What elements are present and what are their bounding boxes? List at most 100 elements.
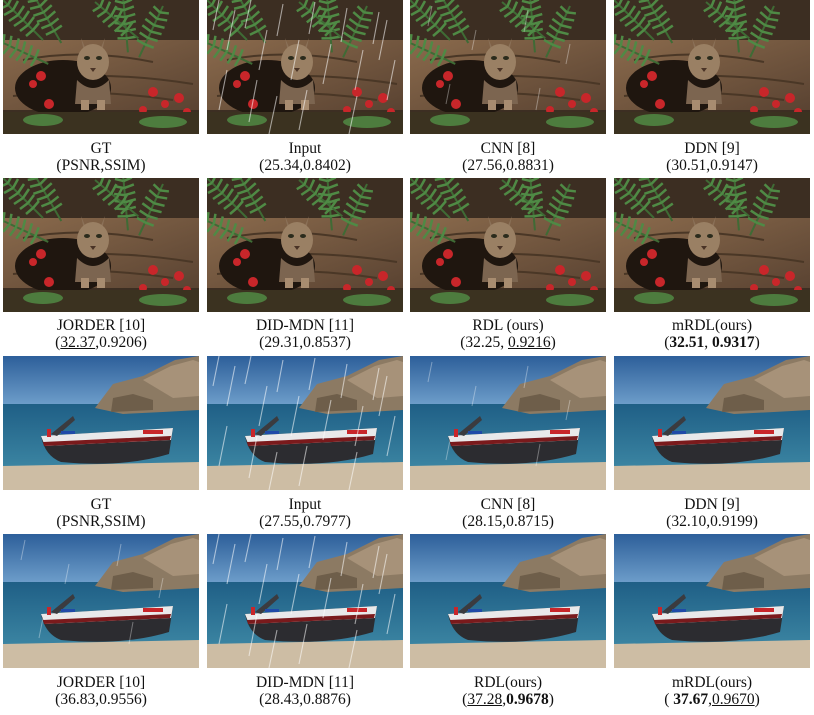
- metric-punct: (: [666, 157, 672, 174]
- boat-scene-image-none-rain: [614, 356, 810, 490]
- metric-punct: ): [345, 691, 351, 708]
- ssim-value: SSIM: [104, 157, 141, 174]
- cat-scene-image-none-rain: [3, 178, 199, 312]
- metric-punct: ): [140, 157, 146, 174]
- metric-punct: (: [55, 334, 61, 351]
- method-name: CNN [8]: [480, 140, 536, 157]
- psnr-value: PSNR: [61, 513, 101, 530]
- ssim-value: 0.9199: [710, 513, 753, 530]
- caption: RDL (ours) (32.25, 0.9216): [410, 317, 606, 351]
- metrics-line: (30.51,0.9147): [614, 157, 810, 174]
- metrics-line: (PSNR,SSIM): [3, 157, 199, 174]
- metric-punct: (: [259, 157, 265, 174]
- metric-punct: ,: [500, 334, 508, 351]
- metrics-line: (27.55,0.7977): [207, 513, 403, 530]
- cat-scene-image-heavy-rain: [207, 0, 403, 134]
- metric-punct: (: [55, 691, 61, 708]
- metrics-line: (32.25, 0.9216): [410, 334, 606, 351]
- metric-punct: ): [345, 157, 351, 174]
- ssim-value: 0.8715: [506, 513, 549, 530]
- metric-punct: ,: [502, 157, 507, 174]
- ssim-value: 0.7977: [303, 513, 346, 530]
- caption: DID-MDN [11] (29.31,0.8537): [207, 317, 403, 351]
- metrics-line: (28.43,0.8876): [207, 691, 403, 708]
- metric-punct: ): [141, 691, 147, 708]
- metric-punct: ): [550, 334, 556, 351]
- psnr-value: 30.51: [671, 157, 707, 174]
- caption: Input (27.55,0.7977): [207, 496, 403, 530]
- metric-punct: ): [140, 513, 146, 530]
- metric-punct: ,: [299, 157, 304, 174]
- metrics-line: (27.56,0.8831): [410, 157, 606, 174]
- ssim-value: 0.8831: [506, 157, 549, 174]
- metric-punct: ,: [299, 513, 304, 530]
- metric-punct: ,: [708, 691, 712, 708]
- metric-punct: (: [462, 157, 468, 174]
- metric-punct: (: [259, 334, 265, 351]
- caption: CNN [8] (28.15,0.8715): [410, 496, 606, 530]
- metric-punct: ,: [95, 691, 100, 708]
- ssim-value: 0.8876: [303, 691, 346, 708]
- metric-punct: (: [56, 513, 62, 530]
- metric-punct: (: [259, 691, 265, 708]
- ssim-value: 0.9206: [99, 334, 142, 351]
- psnr-value: 27.56: [467, 157, 503, 174]
- caption: Input (25.34,0.8402): [207, 140, 403, 174]
- caption: mRDL(ours) (32.51, 0.9317): [614, 317, 810, 351]
- metric-punct: (: [664, 691, 674, 708]
- metric-punct: ,: [100, 157, 105, 174]
- caption: JORDER [10] (32.37,0.9206): [3, 317, 199, 351]
- ssim-value: SSIM: [104, 513, 141, 530]
- psnr-value: 28.15: [467, 513, 503, 530]
- method-name: GT: [90, 496, 112, 513]
- ssim-value: 0.9678: [506, 691, 549, 708]
- metric-punct: ): [141, 334, 147, 351]
- caption: RDL(ours) (37.28,0.9678): [410, 674, 606, 708]
- metrics-line: (PSNR,SSIM): [3, 513, 199, 530]
- metric-punct: ): [752, 157, 758, 174]
- ssim-value: 0.9670: [712, 691, 755, 708]
- psnr-value: PSNR: [61, 157, 101, 174]
- caption: DDN [9] (32.10,0.9199): [614, 496, 810, 530]
- metric-punct: ,: [706, 157, 711, 174]
- metric-punct: ): [345, 334, 351, 351]
- caption: DID-MDN [11] (28.43,0.8876): [207, 674, 403, 708]
- method-name: Input: [288, 140, 322, 157]
- metrics-line: ( 37.67,0.9670): [614, 691, 810, 708]
- method-name: DID-MDN [11]: [255, 674, 354, 691]
- method-name: RDL (ours): [472, 317, 544, 334]
- metrics-line: (36.83,0.9556): [3, 691, 199, 708]
- ssim-value: 0.9147: [710, 157, 753, 174]
- boat-scene-image-light-rain: [410, 356, 606, 490]
- metrics-line: (29.31,0.8537): [207, 334, 403, 351]
- psnr-value: 32.51: [669, 334, 705, 351]
- cat-scene-image-none-rain: [614, 178, 810, 312]
- metric-punct: ): [752, 513, 758, 530]
- metric-punct: ,: [502, 513, 507, 530]
- method-name: DDN [9]: [684, 140, 740, 157]
- metric-punct: (: [462, 691, 468, 708]
- cat-scene-image-none-rain: [3, 0, 199, 134]
- method-name: CNN [8]: [480, 496, 536, 513]
- metric-punct: (: [259, 513, 265, 530]
- caption: CNN [8] (27.56,0.8831): [410, 140, 606, 174]
- caption: DDN [9] (30.51,0.9147): [614, 140, 810, 174]
- method-name: Input: [288, 496, 322, 513]
- ssim-value: 0.9556: [99, 691, 142, 708]
- metric-punct: ): [548, 157, 554, 174]
- metric-punct: (: [666, 513, 672, 530]
- caption: mRDL(ours)( 37.67,0.9670): [614, 674, 810, 708]
- ssim-value: 0.8402: [303, 157, 346, 174]
- metric-punct: ,: [502, 691, 507, 708]
- boat-scene-image-none-rain: [410, 534, 606, 668]
- metric-punct: (: [664, 334, 670, 351]
- psnr-value: 37.67: [673, 691, 709, 708]
- cat-scene-image-none-rain: [614, 0, 810, 134]
- psnr-value: 25.34: [264, 157, 300, 174]
- psnr-value: 37.28: [467, 691, 503, 708]
- metric-punct: ,: [299, 691, 304, 708]
- psnr-value: 27.55: [264, 513, 300, 530]
- metric-punct: ): [754, 334, 760, 351]
- psnr-value: 32.37: [60, 334, 96, 351]
- boat-scene-image-light-rain: [3, 534, 199, 668]
